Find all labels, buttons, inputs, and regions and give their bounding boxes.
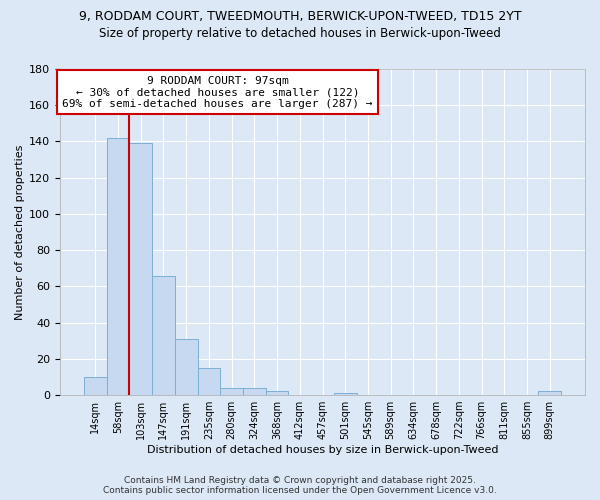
Y-axis label: Number of detached properties: Number of detached properties (15, 144, 25, 320)
Bar (175, 339, 197, 395)
Bar (538, 392, 561, 395)
Text: 9, RODDAM COURT, TWEEDMOUTH, BERWICK-UPON-TWEED, TD15 2YT: 9, RODDAM COURT, TWEEDMOUTH, BERWICK-UPO… (79, 10, 521, 23)
Text: 9 RODDAM COURT: 97sqm
← 30% of detached houses are smaller (122)
69% of semi-det: 9 RODDAM COURT: 97sqm ← 30% of detached … (62, 76, 373, 108)
Bar (130, 144, 152, 395)
Bar (197, 368, 220, 395)
Bar (266, 392, 289, 395)
X-axis label: Distribution of detached houses by size in Berwick-upon-Tweed: Distribution of detached houses by size … (147, 445, 498, 455)
Bar (243, 388, 266, 395)
Bar (107, 138, 130, 395)
Text: Contains HM Land Registry data © Crown copyright and database right 2025.
Contai: Contains HM Land Registry data © Crown c… (103, 476, 497, 495)
Bar (334, 394, 356, 395)
Bar (152, 276, 175, 395)
Bar (84, 377, 107, 395)
Text: Size of property relative to detached houses in Berwick-upon-Tweed: Size of property relative to detached ho… (99, 28, 501, 40)
Bar (220, 388, 243, 395)
